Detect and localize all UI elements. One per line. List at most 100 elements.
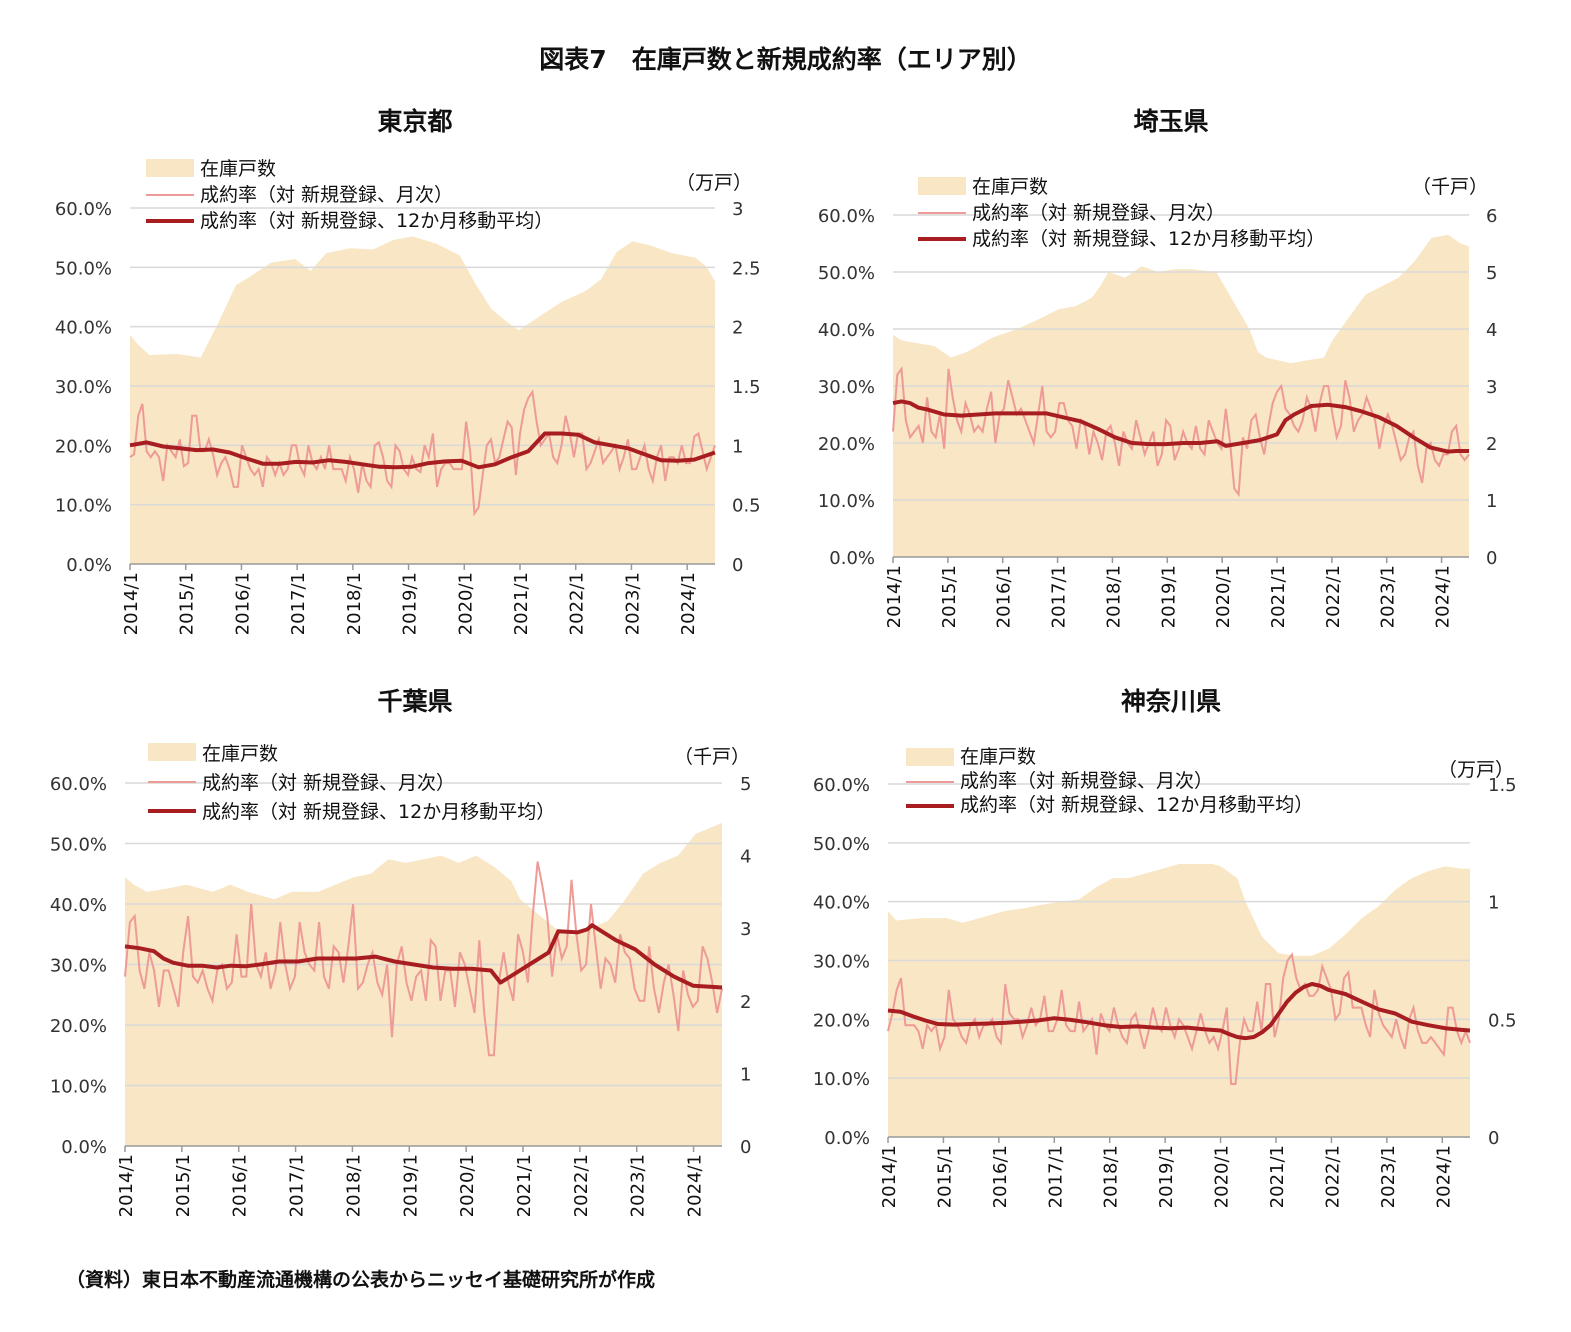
y-right-tick-label: 6 [1486, 206, 1497, 227]
chart-svg: 0.0% 10.0% 20.0% 30.0% 40.0% 50.0% 60.0% 0 0.5 1 1… [813, 775, 1517, 1208]
y-left-tick-label: 0.0% [61, 1137, 107, 1158]
x-tick-label: 2018/1 [343, 1154, 364, 1217]
x-tick-label: 2024/1 [1433, 565, 1454, 628]
right-axis-unit: （千戸） [674, 746, 751, 768]
y-left-tick-label: 50.0% [55, 258, 112, 279]
x-tick-label: 2016/1 [230, 1154, 251, 1217]
x-tick-label: 2017/1 [287, 1154, 308, 1217]
x-tick-label: 2019/1 [1156, 1145, 1177, 1208]
inventory-area [130, 236, 715, 564]
y-right-tick-label: 1.5 [732, 377, 761, 398]
y-right-tick-label: 0 [1486, 548, 1497, 569]
right-axis-unit: （千戸） [1412, 176, 1489, 198]
figure-title: 図表7 在庫戸数と新規成約率（エリア別） [539, 45, 1032, 74]
y-left-tick-label: 10.0% [818, 491, 875, 512]
legend-swatch-moving-average [906, 804, 954, 808]
y-left-tick-label: 10.0% [50, 1077, 107, 1098]
x-tick-label: 2023/1 [628, 1154, 649, 1217]
x-tick-label: 2021/1 [1268, 565, 1289, 628]
y-left-tick-label: 0.0% [66, 555, 112, 576]
y-left-tick-label: 20.0% [50, 1016, 107, 1037]
y-right-tick-label: 0.5 [1488, 1010, 1517, 1031]
y-left-tick-label: 40.0% [50, 895, 107, 916]
y-left-tick-label: 10.0% [813, 1069, 870, 1090]
right-axis-unit: （万戸） [1438, 759, 1515, 781]
series-line-monthly [129, 389, 716, 517]
y-left-tick-label: 20.0% [55, 436, 112, 457]
series-line-moving-average [887, 982, 1471, 1041]
y-left-tick-label: 20.0% [813, 1010, 870, 1031]
x-tick-label: 2024/1 [1433, 1145, 1454, 1208]
x-tick-label: 2022/1 [1322, 1145, 1343, 1208]
chart-panel-chiba: 千葉県 0.0% 10.0% 20.0% 30.0% 40.0% 50.0% 60.0% 0 1… [0, 0, 780, 1217]
y-right-tick-label: 4 [740, 847, 751, 868]
y-left-tick-label: 50.0% [818, 263, 875, 284]
x-tick-label: 2015/1 [934, 1145, 955, 1208]
y-left-tick-label: 50.0% [50, 835, 107, 856]
legend-swatch-inventory [918, 177, 966, 195]
y-right-tick-label: 3 [732, 199, 743, 220]
legend-swatch-inventory [146, 159, 194, 177]
y-right-tick-label: 2 [740, 992, 751, 1013]
x-tick-label: 2020/1 [1212, 1145, 1233, 1208]
y-left-tick-label: 30.0% [813, 952, 870, 973]
y-left-tick-label: 60.0% [50, 774, 107, 795]
legend-swatch-monthly [906, 781, 954, 783]
x-tick-label: 2018/1 [1103, 565, 1124, 628]
legend-swatch-inventory [148, 743, 196, 761]
x-tick-label: 2016/1 [990, 1145, 1011, 1208]
y-left-tick-label: 60.0% [55, 199, 112, 220]
y-right-tick-label: 4 [1486, 320, 1497, 341]
y-left-tick-label: 10.0% [55, 496, 112, 517]
x-tick-label: 2014/1 [116, 1154, 137, 1217]
legend-swatch-moving-average [148, 809, 196, 813]
x-tick-label: 2015/1 [177, 572, 198, 635]
legend-swatch-monthly [148, 781, 196, 783]
chart-svg: 0.0% 10.0% 20.0% 30.0% 40.0% 50.0% 60.0% 0 0.5 1 1… [55, 199, 761, 635]
y-right-tick-label: 0 [732, 555, 743, 576]
y-left-tick-label: 20.0% [818, 434, 875, 455]
y-right-tick-label: 0.5 [732, 496, 761, 517]
x-tick-label: 2024/1 [685, 1154, 706, 1217]
inventory-area [888, 864, 1470, 1137]
x-tick-label: 2020/1 [1213, 565, 1234, 628]
y-right-tick-label: 1.5 [1488, 775, 1517, 796]
y-left-tick-label: 40.0% [818, 320, 875, 341]
source-note: （資料）東日本不動産流通機構の公表からニッセイ基礎研究所が作成 [66, 1269, 656, 1291]
x-tick-label: 2019/1 [400, 1154, 421, 1217]
x-tick-label: 2022/1 [571, 1154, 592, 1217]
x-tick-label: 2017/1 [1049, 565, 1070, 628]
legend-swatch-moving-average [146, 219, 194, 223]
y-left-tick-label: 50.0% [813, 834, 870, 855]
x-tick-label: 2014/1 [884, 565, 905, 628]
legend-swatch-monthly [146, 194, 194, 196]
x-tick-label: 2021/1 [511, 572, 532, 635]
y-left-tick-label: 30.0% [818, 377, 875, 398]
y-right-tick-label: 1 [1486, 491, 1497, 512]
x-tick-label: 2017/1 [1045, 1145, 1066, 1208]
y-right-tick-label: 3 [1486, 377, 1497, 398]
x-tick-label: 2019/1 [1158, 565, 1179, 628]
y-left-tick-label: 30.0% [55, 377, 112, 398]
y-right-tick-label: 5 [1486, 263, 1497, 284]
chart-svg: 0.0% 10.0% 20.0% 30.0% 40.0% 50.0% 60.0% 0 1 2 3 4 5… [50, 774, 752, 1217]
x-tick-label: 2021/1 [1267, 1145, 1288, 1208]
legend-swatch-inventory [906, 748, 954, 766]
x-tick-label: 2018/1 [1101, 1145, 1122, 1208]
y-right-tick-label: 1 [732, 436, 743, 457]
x-tick-label: 2023/1 [622, 572, 643, 635]
x-tick-label: 2016/1 [232, 572, 253, 635]
y-left-tick-label: 0.0% [829, 548, 875, 569]
chart-svg: 0.0% 10.0% 20.0% 30.0% 40.0% 50.0% 60.0% 0 1 2 3 4 5… [818, 206, 1498, 628]
x-tick-label: 2020/1 [457, 1154, 478, 1217]
y-right-tick-label: 1 [1488, 893, 1499, 914]
chart-title: 神奈川県 [1120, 687, 1221, 716]
chart-panel-saitama: 埼玉県 0.0% 10.0% 20.0% 30.0% 40.0% 50.0% 60.0% 0 1… [0, 0, 1498, 628]
y-right-tick-label: 2 [732, 318, 743, 339]
x-tick-label: 2014/1 [121, 572, 142, 635]
x-tick-label: 2023/1 [1378, 565, 1399, 628]
x-tick-label: 2015/1 [173, 1154, 194, 1217]
y-left-tick-label: 30.0% [50, 956, 107, 977]
y-right-tick-label: 2.5 [732, 258, 761, 279]
chart-panel-kanagawa: 神奈川県 0.0% 10.0% 20.0% 30.0% 40.0% 50.0% 60.0% 0… [0, 0, 1517, 1208]
